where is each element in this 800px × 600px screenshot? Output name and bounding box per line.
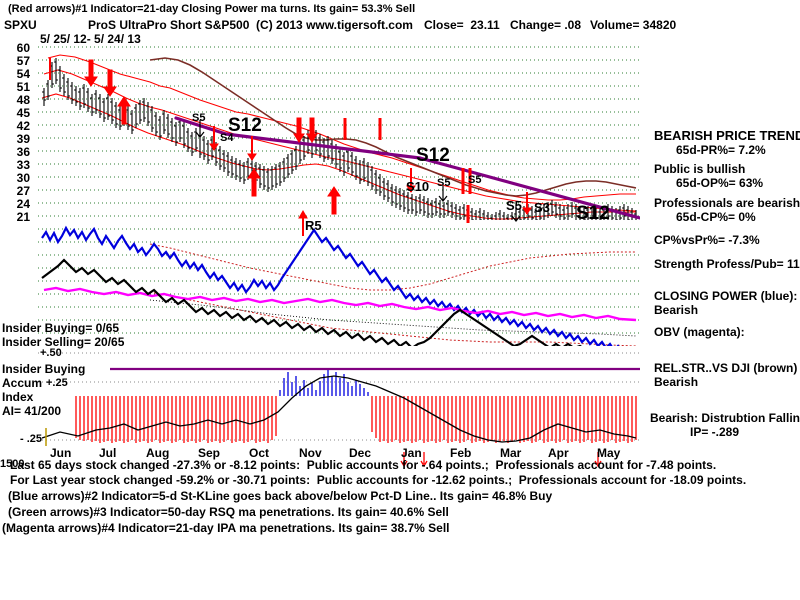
mid-band	[43, 69, 637, 212]
closing-power-value: Bearish	[654, 303, 699, 317]
footer-indicator-3: (Green arrows)#3 Indicator=50-day RSQ ma…	[8, 505, 449, 519]
closing-power-title: CLOSING POWER (blue):	[654, 289, 798, 303]
yaxis-tick: 45	[16, 106, 30, 120]
accum-index-value: AI= 41/200	[2, 404, 62, 418]
insider-selling-count: Insider Selling= 20/65	[2, 335, 125, 349]
rs-moving-average	[149, 291, 637, 346]
price-trend-title: BEARISH PRICE TREND	[654, 128, 800, 143]
yaxis-tick: 33	[16, 158, 30, 172]
change-value: Change= .08	[510, 18, 582, 32]
header-indicator-line: (Red arrows)#1 Indicator=21-day Closing …	[8, 3, 416, 15]
xaxis-month: May	[597, 446, 621, 460]
down-arrow	[103, 69, 117, 97]
footer-last65-stats: Last 65 days stock changed -27.3% or -8.…	[10, 458, 717, 472]
support-label-s12: S12	[416, 145, 450, 166]
xaxis-month: Jul	[99, 446, 117, 460]
xaxis-month: Mar	[500, 446, 522, 460]
yaxis-tick: 24	[16, 197, 30, 211]
footer-arrows	[400, 452, 602, 468]
accum-gridlines	[38, 352, 640, 441]
xaxis-month: Oct	[249, 446, 270, 460]
support-label-s5: S5	[506, 198, 522, 213]
support-label-s10: S10	[406, 179, 430, 194]
indicator-gridlines	[38, 228, 640, 334]
yaxis-tick: 36	[16, 145, 30, 159]
yaxis-tick: 54	[16, 67, 30, 81]
cp-moving-average	[149, 243, 636, 291]
support-label-s4: S4	[220, 132, 234, 144]
upper-band	[47, 54, 636, 201]
professionals-value: 65d-CP%= 0%	[676, 210, 756, 224]
xaxis-month: Apr	[548, 446, 569, 460]
cp-vs-pr-value: CP%vsPr%= -7.3%	[654, 233, 760, 247]
xaxis-month: Dec	[349, 446, 372, 460]
price-gridlines	[38, 46, 640, 217]
xaxis-month: Nov	[299, 446, 322, 460]
yaxis-tick: 27	[16, 184, 30, 198]
insider-buying-count: Insider Buying= 0/65	[2, 321, 120, 335]
scale-minus-25: - .25	[20, 433, 43, 445]
support-label-s5: S5	[437, 177, 451, 189]
footer-indicator-2: (Blue arrows)#2 Indicator=5-d St-KLine g…	[8, 489, 553, 503]
support-label-s12: S12	[228, 115, 262, 136]
obv-line	[43, 286, 637, 322]
distribution-status: Bearish: Distrubtion Falling	[650, 411, 800, 425]
accum-smoothing-line	[41, 375, 637, 443]
xaxis-month: Jun	[50, 446, 72, 460]
xaxis-month: Jan	[401, 446, 422, 460]
ip-value: IP= -.289	[690, 425, 740, 439]
down-arrow	[84, 59, 98, 87]
security-description: ProS UltraPro Short S&P500 (C) 2013 www.…	[88, 18, 413, 32]
xaxis-month: Feb	[450, 446, 472, 460]
support-label-s12: S12	[576, 203, 610, 224]
scale-plus-50: +.50	[40, 347, 62, 359]
obv-title: OBV (magenta):	[654, 325, 745, 339]
footer-indicator-4: (Magenta arrows)#4 Indicator=21-day IPA …	[2, 521, 450, 535]
support-label-s3: S3	[534, 200, 550, 215]
close-value: Close= 23.11	[424, 18, 500, 32]
rel-strength-title: REL.STR..VS DJI (brown)	[654, 361, 798, 375]
up-arrow	[117, 96, 131, 125]
rel-strength-value: Bearish	[654, 375, 699, 389]
ticker-symbol: SPXU	[4, 18, 37, 32]
trendlines	[174, 116, 640, 220]
footer-lastyear-stats: For Last year stock changed -59.2% or -3…	[10, 473, 747, 487]
yaxis-tick: 48	[16, 93, 30, 107]
accum-title-line2: Accum	[2, 376, 43, 390]
rel-strength-line	[41, 258, 582, 346]
strength-prof-pub: Strength Profess/Pub= 11	[654, 257, 800, 271]
public-value: 65d-OP%= 63%	[676, 176, 764, 190]
price-trend-value: 65d-PR%= 7.2%	[676, 143, 766, 157]
moving-average-brown	[149, 57, 637, 197]
yaxis-tick: 57	[16, 54, 30, 68]
black-signal-arrows	[195, 120, 521, 222]
accumulation-index-panel	[41, 370, 637, 443]
accum-negative-bars	[75, 396, 637, 443]
support-label-s5: S5	[468, 174, 482, 186]
yaxis-tick: 42	[16, 119, 30, 133]
closing-power-line	[41, 225, 620, 346]
accum-title-line1: Insider Buying	[2, 362, 86, 376]
yaxis-tick: 30	[16, 171, 30, 185]
professionals-title: Professionals are bearish	[654, 196, 800, 210]
resistance-label-r5: R5	[305, 218, 322, 233]
scale-plus-25: +.25	[46, 377, 68, 389]
xaxis-month: Sep	[198, 446, 221, 460]
date-range: 5/ 25/ 12- 5/ 24/ 13	[40, 32, 141, 46]
support-label-s5: S5	[192, 112, 206, 124]
volume-value: Volume= 34820	[590, 18, 677, 32]
signal-arrows-price	[49, 58, 532, 223]
accum-positive-bars	[279, 370, 369, 396]
public-title: Public is bullish	[654, 162, 746, 176]
r5-arrow	[298, 209, 308, 236]
yaxis-tick: 21	[16, 210, 30, 224]
accum-title-line3: Index	[2, 390, 34, 404]
yaxis-tick: 51	[16, 80, 30, 94]
yaxis-tick: 60	[16, 41, 30, 55]
scale-1500: 1500	[0, 458, 25, 470]
yaxis-tick: 39	[16, 132, 30, 146]
xaxis-month: Aug	[146, 446, 170, 460]
